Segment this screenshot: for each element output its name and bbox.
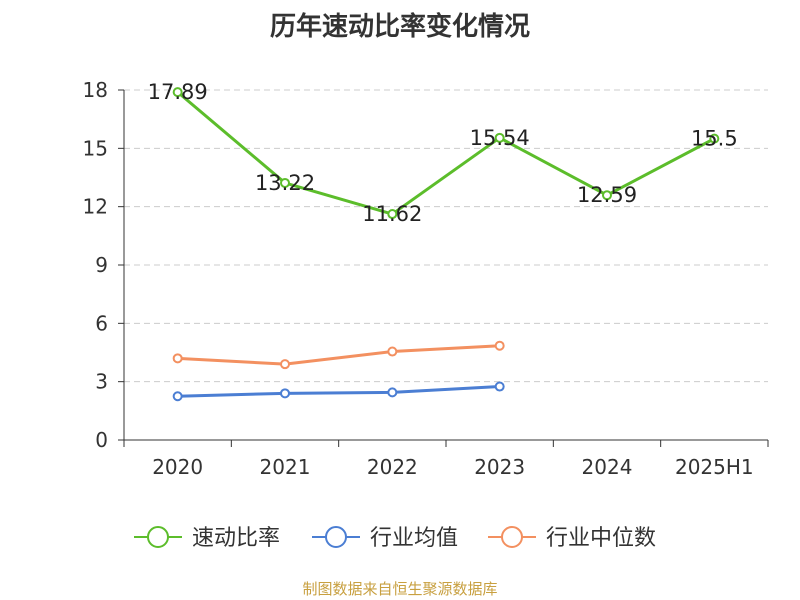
data-point <box>172 391 183 402</box>
data-point <box>280 359 290 370</box>
legend: 速动比率 行业均值 行业中位数 <box>134 526 656 551</box>
legend-label: 行业中位数 <box>546 526 656 551</box>
legend-label: 行业均值 <box>370 526 458 551</box>
y-tick-label: 3 <box>95 370 108 394</box>
legend-marker <box>501 526 523 548</box>
data-label: 15.5 <box>691 127 738 151</box>
y-tick-label: 0 <box>95 428 108 452</box>
legend-label: 速动比率 <box>192 526 280 551</box>
series-line <box>176 90 716 216</box>
series-group <box>172 87 720 402</box>
legend-marker <box>325 526 347 548</box>
source-note: 制图数据来自恒生聚源数据库 <box>302 580 498 598</box>
x-tick-label: 2025H1 <box>675 455 754 479</box>
y-tick-label: 12 <box>83 195 108 219</box>
axes: 0 3 6 9 12 15 18 2020 2021 2022 2023 2024 2025H1 <box>83 78 769 479</box>
data-point <box>387 209 398 220</box>
data-label: 17.89 <box>148 80 208 104</box>
data-labels: 17.89 13.22 11.62 15.54 12.59 15.5 <box>148 80 738 226</box>
data-label: 15.54 <box>470 126 530 150</box>
x-tick-label: 2022 <box>367 455 418 479</box>
data-point <box>709 133 720 144</box>
x-tick-label: 2020 <box>152 455 203 479</box>
series-line <box>177 385 500 398</box>
data-point <box>387 387 398 398</box>
x-tick-label: 2023 <box>474 455 525 479</box>
data-point <box>172 87 183 98</box>
y-tick-label: 9 <box>95 253 108 277</box>
y-tick-label: 6 <box>95 311 108 335</box>
data-point <box>602 190 612 201</box>
x-tick-label: 2024 <box>582 455 633 479</box>
y-tick-label: 15 <box>83 136 108 160</box>
data-point <box>172 353 183 364</box>
data-point <box>494 132 505 143</box>
grid-lines <box>124 89 768 383</box>
series-line <box>177 344 500 366</box>
data-label: 12.59 <box>577 183 637 207</box>
x-tick-label: 2021 <box>260 455 311 479</box>
data-label: 11.62 <box>362 202 422 226</box>
data-label: 13.22 <box>255 171 315 195</box>
data-point <box>280 177 290 188</box>
data-point <box>387 346 398 357</box>
y-tick-label: 18 <box>83 78 108 102</box>
legend-marker <box>147 526 169 548</box>
data-point <box>494 381 505 392</box>
data-point <box>494 340 505 351</box>
chart-title: 历年速动比率变化情况 <box>269 12 530 42</box>
data-point <box>280 388 290 399</box>
